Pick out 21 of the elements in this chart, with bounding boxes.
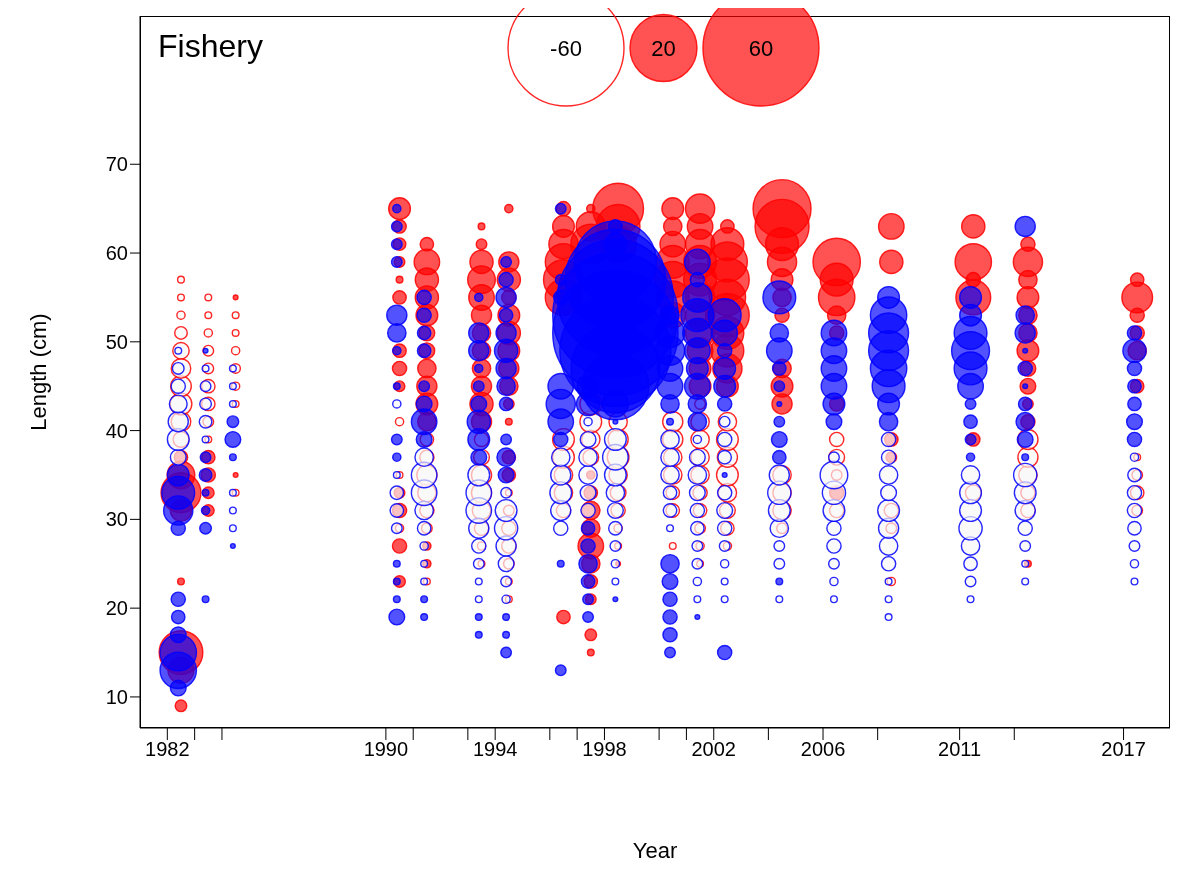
- x-tick-label: 2017: [1101, 738, 1146, 761]
- x-tick-label: 1990: [363, 738, 409, 761]
- x-tick-label: 2006: [800, 738, 846, 761]
- y-tick-label: 60: [105, 242, 128, 265]
- x-axis-title: Year: [632, 838, 678, 863]
- x-tick-label: 1998: [582, 738, 627, 761]
- y-axis-title: Length (cm): [25, 313, 51, 431]
- y-tick-label: 70: [105, 153, 128, 176]
- y-tick-label: 50: [105, 330, 128, 353]
- y-tick-label: 40: [105, 419, 128, 442]
- legend-label: -60: [550, 35, 582, 61]
- y-tick-label: 30: [105, 508, 128, 531]
- y-tick-label: 10: [105, 686, 128, 709]
- y-tick-label: 20: [105, 597, 128, 620]
- legend-label: 20: [651, 35, 676, 61]
- chart-title: Fishery: [158, 28, 263, 65]
- legend-label: 60: [748, 35, 774, 61]
- x-tick-label: 1994: [472, 738, 518, 761]
- x-tick-label: 2011: [938, 738, 982, 761]
- x-tick-label: 1982: [145, 738, 190, 761]
- x-tick-label: 2002: [691, 738, 736, 761]
